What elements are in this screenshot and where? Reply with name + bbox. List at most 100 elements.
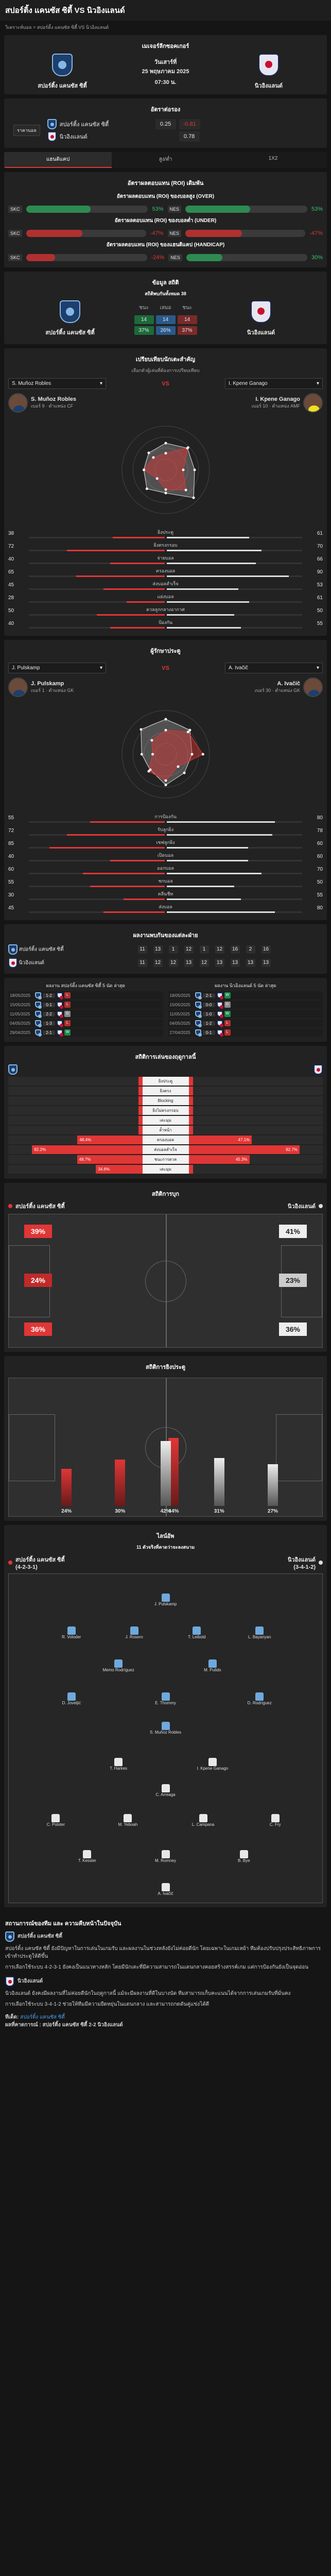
team-stat-label: ยิงประตู: [142, 1077, 189, 1086]
lineup-player[interactable]: J. Rosero: [116, 1626, 152, 1639]
lineup-player[interactable]: C. Arreaga: [148, 1784, 184, 1797]
player-name: B. Bye: [237, 1858, 250, 1863]
tab-1x2[interactable]: 1X2: [268, 156, 278, 161]
team-crest-icon: [216, 1011, 223, 1018]
form-section: ผลงาน สปอร์ติ้ง แคนซัส ซิตี้ 5 นัด ล่าสุ…: [4, 978, 327, 1042]
list-item[interactable]: 11/05/2025 1-0 W: [168, 1010, 323, 1018]
chevron-down-icon: ▾: [316, 665, 319, 671]
tab-handicap[interactable]: แฮนดิแคป: [4, 152, 112, 168]
odds-home-value[interactable]: -0.81: [179, 119, 200, 129]
list-item[interactable]: 15/05/2025 0-1 L: [8, 1001, 163, 1009]
right-player-info: เบอร์ 10 · ตำแหน่ง AMF: [251, 403, 300, 409]
stats-head-away-win: ชนะ: [182, 305, 192, 311]
radar-point: [151, 456, 154, 459]
lineup-player[interactable]: J. Pulskamp: [148, 1594, 184, 1606]
team-stat-label: ล้ำหน้า: [142, 1126, 189, 1134]
h2h-away-values: 11 12 12 13 12 13 13 13 13: [85, 956, 323, 970]
lineup-player[interactable]: C. Fry: [257, 1814, 293, 1827]
tab-over-under[interactable]: สูง/ต่ำ: [159, 157, 172, 162]
h2h-cell: 13: [215, 959, 224, 967]
lineup-player[interactable]: E. Thommy: [148, 1692, 184, 1705]
roi-hdp-away-bar: [186, 254, 307, 261]
lineup-player[interactable]: A. Ivačič: [148, 1883, 184, 1896]
match-score: 1-3: [43, 1021, 55, 1026]
lineup-player[interactable]: D. Joveljić: [54, 1692, 90, 1705]
lineup-player[interactable]: M. Yeboah: [110, 1814, 146, 1827]
right-gk-info: เบอร์ 30 · ตำแหน่ง GK: [254, 688, 300, 693]
team-crest-icon: [57, 1011, 63, 1018]
odds-away-value[interactable]: 0.78: [179, 131, 200, 142]
team-crest-icon: [35, 1029, 42, 1037]
lineup-player[interactable]: T. Kessler: [69, 1850, 105, 1863]
gk-row: 40 เปิดบอล 60: [8, 852, 323, 861]
lineup-player[interactable]: S. Muñoz Robles: [148, 1722, 184, 1735]
match-score: 2-1: [43, 1030, 55, 1035]
pc-right-value: 50: [317, 608, 323, 614]
list-item[interactable]: 29/04/2025 2-1 W: [8, 1028, 163, 1037]
list-item[interactable]: 11/05/2025 2-2 D: [8, 1010, 163, 1018]
shot-zone-value: 27%: [267, 1509, 278, 1514]
home-team-name[interactable]: สปอร์ติ้ง แคนซัส ซิตี้: [38, 83, 87, 89]
team-crest-icon: [57, 1029, 63, 1037]
shot-zone-value: 24%: [61, 1509, 72, 1514]
lineup-player[interactable]: D. Rodríguez: [241, 1692, 277, 1705]
radar-point: [164, 488, 167, 491]
lineup-player[interactable]: Memo Rodríguez: [100, 1659, 136, 1672]
lineup-player[interactable]: L. Bayanyan: [241, 1626, 277, 1639]
radar-point: [151, 753, 154, 756]
lineup-player[interactable]: M. Romney: [148, 1850, 184, 1863]
gk-row: 55 ชกบอล 50: [8, 877, 323, 887]
roi-away-abbr: NES: [168, 254, 182, 261]
list-item[interactable]: 27/04/2025 0-1 L: [168, 1028, 323, 1037]
lineup-player[interactable]: L. Campana: [185, 1814, 221, 1827]
roi-title: อัตราผลตอบแทน (ROI) เดิมพัน: [127, 180, 204, 187]
team-stat-away-bar: [188, 1077, 193, 1086]
pc-label: ครองบอล: [155, 568, 176, 573]
gk-left-value: 55: [8, 879, 14, 885]
lineup-player[interactable]: C. Polster: [38, 1814, 74, 1827]
player-name: E. Thommy: [155, 1700, 176, 1705]
player-name: C. Arreaga: [155, 1792, 176, 1798]
player-name: I. Kpene Ganago: [197, 1766, 229, 1771]
pc-label: ส่งบอลสำเร็จ: [152, 581, 179, 586]
lineup-player[interactable]: B. Bye: [226, 1850, 262, 1863]
pc-left-bar: [113, 537, 165, 538]
list-item[interactable]: 18/05/2025 1-2 L: [8, 991, 163, 999]
left-player-info: เบอร์ 9 · ตำแหน่ง CF: [31, 403, 74, 409]
list-item[interactable]: 04/05/2025 1-2 L: [168, 1019, 323, 1027]
team-stat-away-bar: 47.1%: [188, 1136, 252, 1144]
shirt-icon: [161, 1784, 170, 1793]
away-team-name[interactable]: นิวอิงแลนด์: [254, 83, 283, 89]
chevron-down-icon: ▾: [316, 381, 319, 386]
lineup-player[interactable]: T. Leibold: [179, 1626, 215, 1639]
lineup-player[interactable]: I. Kpene Ganago: [195, 1758, 231, 1771]
stats-away-label: นิวอิงแลนด์: [247, 330, 275, 336]
lineup-player[interactable]: T. Harkes: [100, 1758, 136, 1771]
left-gk-select[interactable]: J. Pulskamp ▾: [8, 663, 106, 673]
pc-left-value: 40: [8, 621, 14, 626]
list-item[interactable]: 04/05/2025 1-3 L: [8, 1019, 163, 1027]
radar-point: [183, 771, 186, 774]
lineup-player[interactable]: M. Pulido: [195, 1659, 231, 1672]
team-crest-icon: [57, 992, 63, 999]
odds-home-hdp[interactable]: 0.25: [155, 119, 176, 129]
right-player-select[interactable]: I. Kpene Ganago ▾: [225, 378, 323, 389]
shirt-icon: [161, 1722, 170, 1731]
radar-point: [190, 753, 193, 756]
match-date: 27/04/2025: [169, 1030, 190, 1035]
predicted-score: สปอร์ติ้ง แคนซัส ซิตี้ 2-2 นิวอิงแลนด์: [42, 2022, 123, 2028]
home-crest-icon: [60, 300, 80, 323]
prediction-team-link[interactable]: สปอร์ติ้ง แคนซัส ซิตี้: [20, 2014, 65, 2020]
left-player-select[interactable]: S. Muñoz Robles ▾: [8, 378, 106, 389]
breadcrumb[interactable]: วิเคราะห์บอล > สปอร์ติ้ง แคนซัส ซิตี้ VS…: [5, 25, 109, 30]
home-form: ผลงาน สปอร์ติ้ง แคนซัส ซิตี้ 5 นัด ล่าสุ…: [8, 982, 163, 1038]
left-gk-select-value: J. Pulskamp: [12, 665, 40, 671]
team-crest-icon: [195, 1011, 202, 1018]
right-gk-select[interactable]: A. Ivačič ▾: [225, 663, 323, 673]
lineup-player[interactable]: R. Voloder: [54, 1626, 90, 1639]
match-result-badge: L: [64, 1020, 71, 1026]
list-item[interactable]: 18/05/2025 2-1 W: [168, 991, 323, 999]
match-date: 11/05/2025: [169, 1011, 190, 1016]
odds-title: อัตราต่อรอง: [150, 107, 181, 113]
list-item[interactable]: 15/05/2025 0-0 D: [168, 1001, 323, 1009]
